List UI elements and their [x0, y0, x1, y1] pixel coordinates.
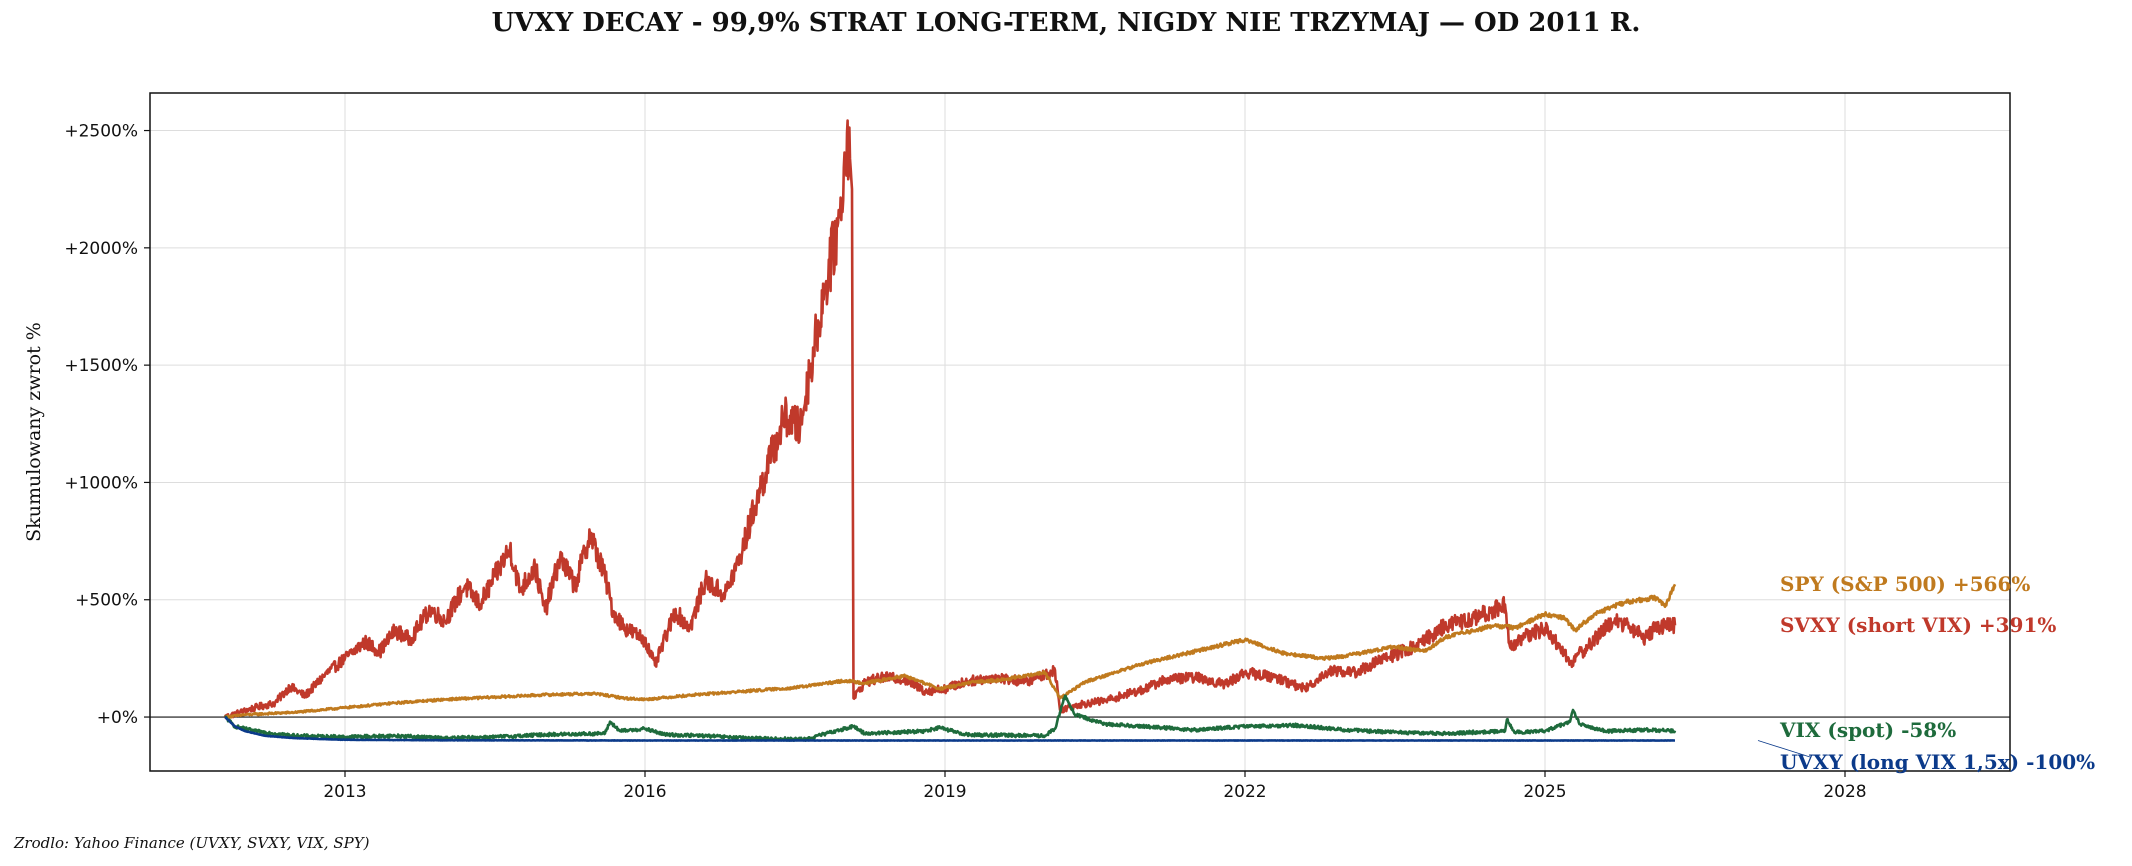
y-tick-label: +1500% [64, 356, 138, 376]
source-note: Zrodlo: Yahoo Finance (UVXY, SVXY, VIX, … [14, 834, 370, 852]
tick-layer: 2013 2016 2019 2022 2025 2028 +0% +500% +1000% +1… [64, 122, 1866, 802]
series-line-1 [224, 583, 1677, 720]
plot-frame [149, 92, 2011, 772]
series-line-2 [224, 694, 1677, 742]
y-axis-title: Skumulowany zwrot % [23, 322, 45, 542]
series-end-label: SVXY (short VIX) +391% [1780, 613, 2056, 637]
y-tick-label: +2500% [64, 122, 138, 142]
series-end-label: VIX (spot) -58% [1779, 718, 1956, 742]
x-tick-label: 2022 [1223, 782, 1266, 802]
x-tick-label: 2028 [1823, 782, 1866, 802]
x-tick-label: 2025 [1523, 782, 1566, 802]
series-end-label: UVXY (long VIX 1,5x) -100% [1780, 750, 2095, 774]
grid-layer [150, 93, 2010, 771]
series-line-0 [223, 119, 1677, 720]
x-tick-label: 2016 [623, 782, 666, 802]
chart-title: UVXY DECAY - 99,9% STRAT LONG-TERM, NIGD… [491, 8, 1641, 38]
series-layer [223, 119, 1677, 742]
x-tick-label: 2013 [323, 782, 366, 802]
y-tick-label: +1000% [64, 473, 138, 493]
end-label-layer: SVXY (short VIX) +391% SPY (S&P 500) +566… [1757, 572, 2095, 774]
series-end-label: SPY (S&P 500) +566% [1780, 572, 2030, 596]
series-line-3 [224, 716, 1676, 742]
y-tick-label: +2000% [64, 239, 138, 259]
y-tick-label: +0% [97, 708, 138, 728]
x-tick-label: 2019 [923, 782, 966, 802]
label-leader-line [1757, 740, 1811, 758]
y-tick-label: +500% [75, 591, 138, 611]
